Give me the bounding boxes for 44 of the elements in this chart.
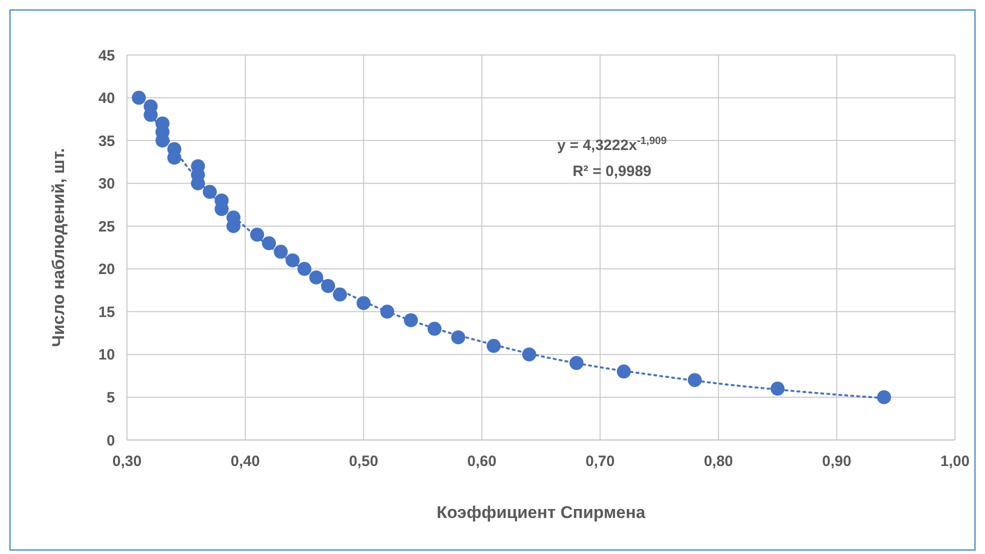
- x-tick-label: 0,50: [348, 453, 378, 470]
- point: [286, 253, 300, 268]
- point: [688, 373, 702, 388]
- point: [321, 279, 336, 293]
- point: [309, 270, 324, 284]
- x-tick-label: 0,80: [704, 453, 734, 470]
- y-tick-label: 10: [98, 346, 115, 364]
- y-tick-label: 35: [98, 132, 115, 150]
- point: [132, 90, 146, 105]
- point: [297, 262, 312, 276]
- annotation: y = 4,3222x$^{-1,909}$: [557, 135, 667, 154]
- y-tick-label: 40: [98, 90, 115, 108]
- y-tick-label: 5: [106, 389, 115, 406]
- x-tick-label: 0,60: [467, 453, 496, 470]
- point: [428, 322, 442, 336]
- y-tick-label: 20: [98, 261, 115, 278]
- point: [522, 347, 536, 362]
- x-tick-label: 0,90: [822, 453, 852, 470]
- y-tick-label: 25: [98, 218, 115, 236]
- y-tick-label: 30: [98, 176, 115, 193]
- y-tick-label: 45: [98, 47, 115, 64]
- point: [770, 382, 785, 396]
- point: [404, 313, 418, 328]
- point: [486, 338, 501, 353]
- point: [877, 390, 892, 404]
- point: [451, 330, 466, 344]
- x-tick-label: 0,70: [586, 453, 615, 470]
- y-tick-label: 0: [106, 432, 115, 450]
- point: [380, 304, 394, 319]
- point: [202, 184, 217, 199]
- y-axis-title: Число наблюдений, шт.: [49, 148, 68, 348]
- x-tick-label: 0,30: [112, 453, 142, 470]
- point: [616, 364, 631, 379]
- x-tick-label: 0,40: [230, 453, 260, 470]
- point: [356, 296, 371, 310]
- point: [332, 288, 347, 302]
- point: [250, 228, 264, 242]
- x-tick-label: 1,00: [940, 453, 970, 470]
- point: [274, 244, 288, 259]
- annotation: R² = 0,9989: [572, 163, 652, 180]
- y-tick-label: 15: [98, 304, 115, 321]
- x-axis-title: Коэффициент Спирмена: [436, 503, 646, 522]
- point: [262, 236, 276, 250]
- point: [569, 356, 584, 370]
